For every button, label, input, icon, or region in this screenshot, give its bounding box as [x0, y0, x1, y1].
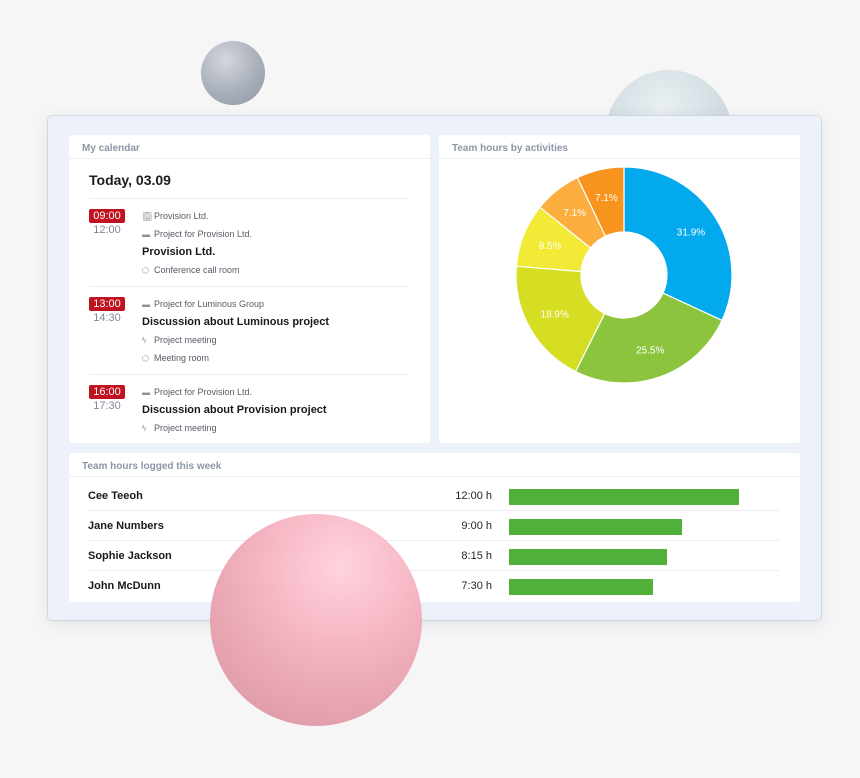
- event-end-time: 17:30: [93, 400, 121, 412]
- event-location: ⬡ Meeting room: [142, 353, 210, 363]
- team-hours-row[interactable]: John McDunn 7:30 h: [88, 571, 779, 601]
- member-hours: 7:30 h: [461, 580, 492, 592]
- pie-slice-label: 18.9%: [541, 309, 569, 320]
- team-hours-row[interactable]: Jane Numbers 9:00 h: [88, 511, 779, 541]
- bolt-icon: ϟ: [142, 424, 147, 433]
- pie-slice[interactable]: [515, 265, 606, 373]
- event-client: 🏢︎ Provision Ltd.: [142, 211, 209, 221]
- pie-slice[interactable]: [576, 166, 625, 238]
- event-location: ⬡ Conference call room: [142, 265, 240, 275]
- member-name: Cee Teeoh: [88, 490, 143, 502]
- event-title: Provision Ltd.: [142, 246, 216, 258]
- building-icon: 🏢︎: [142, 212, 153, 221]
- divider: [89, 198, 408, 199]
- event-start-time: 09:00: [89, 209, 125, 223]
- decorative-sphere-gray: [201, 41, 265, 105]
- pie-slice-label: 31.9%: [677, 228, 705, 239]
- member-hours: 12:00 h: [455, 490, 492, 502]
- member-hours: 8:15 h: [461, 550, 492, 562]
- hours-bar: [509, 579, 653, 595]
- event-title: Discussion about Provision project: [142, 404, 327, 416]
- hours-bar: [509, 549, 668, 565]
- team-hours-card: Team hours logged this week Cee Teeoh 12…: [69, 453, 800, 602]
- decorative-sphere-pink: [210, 514, 422, 726]
- event-end-time: 14:30: [93, 312, 121, 324]
- cube-icon: ⬡: [142, 266, 149, 275]
- briefcase-icon: ▬: [142, 388, 150, 397]
- member-name: John McDunn: [88, 580, 161, 592]
- pie-slice[interactable]: [574, 292, 723, 384]
- divider: [89, 374, 408, 375]
- dashboard-window: My calendar Today, 03.09 09:00 12:00 🏢︎ P…: [48, 116, 821, 620]
- hours-bar: [509, 489, 739, 505]
- team-hours-row[interactable]: Sophie Jackson 8:15 h: [88, 541, 779, 571]
- briefcase-icon: ▬: [142, 300, 150, 309]
- member-name: Sophie Jackson: [88, 550, 172, 562]
- donut-chart: 31.9% 25.5% 18.9% 9.5% 7.1% 7.1%: [515, 166, 733, 384]
- event-start-time: 16:00: [89, 385, 125, 399]
- calendar-event[interactable]: 13:00 14:30 ▬ Project for Luminous Group …: [89, 297, 409, 369]
- event-project: ▬ Project for Luminous Group: [142, 299, 265, 309]
- event-project: ▬ Project for Provision Ltd.: [142, 229, 253, 239]
- pie-slice-label: 7.1%: [563, 208, 586, 219]
- briefcase-icon: ▬: [142, 230, 150, 239]
- pie-slice-label: 25.5%: [636, 346, 664, 357]
- activities-chart-header: Team hours by activities: [439, 135, 800, 159]
- pie-slice-label: 9.5%: [539, 241, 562, 252]
- team-hours-row[interactable]: Cee Teeoh 12:00 h: [88, 481, 779, 511]
- member-hours: 9:00 h: [461, 520, 492, 532]
- cube-icon: ⬡: [142, 354, 149, 363]
- event-activity: ϟ Project meeting: [142, 335, 217, 345]
- hours-bar: [509, 519, 682, 535]
- divider: [89, 286, 408, 287]
- calendar-card: My calendar Today, 03.09 09:00 12:00 🏢︎ P…: [69, 135, 430, 443]
- calendar-event[interactable]: 09:00 12:00 🏢︎ Provision Ltd. ▬ Project fo…: [89, 209, 409, 281]
- pie-slice-label: 7.1%: [595, 193, 618, 204]
- calendar-date: Today, 03.09: [89, 172, 171, 188]
- bolt-icon: ϟ: [142, 336, 147, 345]
- member-name: Jane Numbers: [88, 520, 164, 532]
- event-title: Discussion about Luminous project: [142, 316, 330, 328]
- activities-chart-card: Team hours by activities 31.9% 25.5% 18.9%…: [439, 135, 800, 443]
- team-hours-header: Team hours logged this week: [69, 453, 800, 477]
- event-end-time: 12:00: [93, 224, 121, 236]
- calendar-event[interactable]: 16:00 17:30 ▬ Project for Provision Ltd. …: [89, 385, 409, 441]
- calendar-header: My calendar: [69, 135, 430, 159]
- event-start-time: 13:00: [89, 297, 125, 311]
- event-activity: ϟ Project meeting: [142, 423, 217, 433]
- pie-slice[interactable]: [623, 166, 733, 322]
- event-project: ▬ Project for Provision Ltd.: [142, 387, 253, 397]
